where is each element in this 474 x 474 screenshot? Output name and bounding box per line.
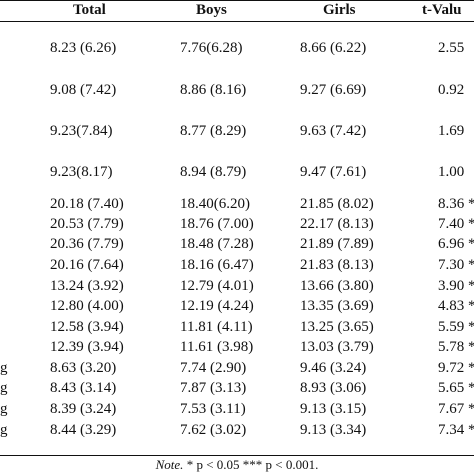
cell-boys: 18.40(6.20) bbox=[180, 196, 250, 212]
cell-total: 8.63 (3.20) bbox=[50, 360, 117, 376]
cell-girls: 9.63 (7.42) bbox=[300, 123, 367, 139]
cell-boys: 11.61 (3.98) bbox=[180, 339, 254, 355]
cell-tvalue: 7.67 * bbox=[438, 401, 474, 417]
cell-girls: 21.85 (8.02) bbox=[300, 196, 374, 212]
cell-tvalue: 6.96 * bbox=[438, 236, 474, 252]
cell-tvalue: 8.36 * bbox=[438, 196, 474, 212]
cell-total: 8.39 (3.24) bbox=[50, 401, 117, 417]
cell-boys: 11.81 (4.11) bbox=[180, 319, 253, 335]
header-tvalue: t-Valu bbox=[422, 2, 462, 18]
cell-tvalue: 5.65 * bbox=[438, 380, 474, 396]
cell-total: 9.23(8.17) bbox=[50, 164, 113, 180]
note-text: * p < 0.05 *** p < 0.001. bbox=[183, 457, 319, 472]
cell-total: 12.58 (3.94) bbox=[50, 319, 124, 335]
cell-total: 20.18 (7.40) bbox=[50, 196, 124, 212]
cell-boys: 8.94 (8.79) bbox=[180, 164, 247, 180]
cell-boys: 7.74 (2.90) bbox=[180, 360, 247, 376]
cell-total: 8.44 (3.29) bbox=[50, 422, 117, 438]
cell-tvalue: 5.59 * bbox=[438, 319, 474, 335]
cell-tvalue: 5.78 * bbox=[438, 339, 474, 355]
cell-tvalue: 2.55 bbox=[438, 40, 465, 56]
cell-total: 12.80 (4.00) bbox=[50, 298, 124, 314]
cell-total: 20.53 (7.79) bbox=[50, 216, 124, 232]
cell-tvalue: 9.72 * bbox=[438, 360, 474, 376]
cell-tvalue: 4.83 * bbox=[438, 298, 474, 314]
cell-boys: 18.16 (6.47) bbox=[180, 257, 254, 273]
cell-total: 12.39 (3.94) bbox=[50, 339, 124, 355]
table-note: Note. * p < 0.05 *** p < 0.001. bbox=[0, 456, 474, 474]
cell-total: 9.23(7.84) bbox=[50, 123, 113, 139]
cell-boys: 8.77 (8.29) bbox=[180, 123, 247, 139]
row-label: g bbox=[0, 422, 8, 438]
cell-tvalue: 7.40 * bbox=[438, 216, 474, 232]
cell-girls: 13.66 (3.80) bbox=[300, 278, 374, 294]
cell-girls: 9.13 (3.15) bbox=[300, 401, 367, 417]
cell-girls: 21.89 (7.89) bbox=[300, 236, 374, 252]
cell-total: 9.08 (7.42) bbox=[50, 82, 117, 98]
row-label: g bbox=[0, 360, 8, 376]
cell-girls: 22.17 (8.13) bbox=[300, 216, 374, 232]
cell-total: 13.24 (3.92) bbox=[50, 278, 124, 294]
cell-girls: 13.25 (3.65) bbox=[300, 319, 374, 335]
note-prefix: Note. bbox=[155, 457, 184, 472]
cell-boys: 12.79 (4.01) bbox=[180, 278, 254, 294]
cell-tvalue: 7.30 * bbox=[438, 257, 474, 273]
cell-total: 8.43 (3.14) bbox=[50, 380, 117, 396]
header-girls: Girls bbox=[323, 2, 356, 18]
cell-tvalue: 7.34 * bbox=[438, 422, 474, 438]
cell-boys: 7.87 (3.13) bbox=[180, 380, 247, 396]
cell-boys: 7.76(6.28) bbox=[180, 40, 243, 56]
cell-girls: 13.03 (3.79) bbox=[300, 339, 374, 355]
cell-boys: 8.86 (8.16) bbox=[180, 82, 247, 98]
header-total: Total bbox=[73, 2, 106, 18]
cell-total: 8.23 (6.26) bbox=[50, 40, 117, 56]
cell-tvalue: 0.92 bbox=[438, 82, 465, 98]
header-rule bbox=[0, 21, 474, 22]
top-rule bbox=[0, 0, 474, 1]
cell-tvalue: 1.69 bbox=[438, 123, 465, 139]
cell-girls: 13.35 (3.69) bbox=[300, 298, 374, 314]
cell-tvalue: 1.00 bbox=[438, 164, 465, 180]
cell-girls: 9.46 (3.24) bbox=[300, 360, 367, 376]
cell-total: 20.16 (7.64) bbox=[50, 257, 124, 273]
cell-boys: 7.62 (3.02) bbox=[180, 422, 247, 438]
cell-boys: 18.76 (7.00) bbox=[180, 216, 254, 232]
header-boys: Boys bbox=[196, 2, 227, 18]
cell-tvalue: 3.90 * bbox=[438, 278, 474, 294]
row-label: g bbox=[0, 401, 8, 417]
cell-boys: 18.48 (7.28) bbox=[180, 236, 254, 252]
cell-boys: 7.53 (3.11) bbox=[180, 401, 246, 417]
bottom-rule bbox=[0, 455, 474, 456]
cell-girls: 8.66 (6.22) bbox=[300, 40, 367, 56]
cell-girls: 21.83 (8.13) bbox=[300, 257, 374, 273]
cell-girls: 9.27 (6.69) bbox=[300, 82, 367, 98]
cell-girls: 9.47 (7.61) bbox=[300, 164, 367, 180]
row-label: g bbox=[0, 380, 8, 396]
cell-total: 20.36 (7.79) bbox=[50, 236, 124, 252]
cell-girls: 8.93 (3.06) bbox=[300, 380, 367, 396]
cell-boys: 12.19 (4.24) bbox=[180, 298, 254, 314]
cell-girls: 9.13 (3.34) bbox=[300, 422, 367, 438]
